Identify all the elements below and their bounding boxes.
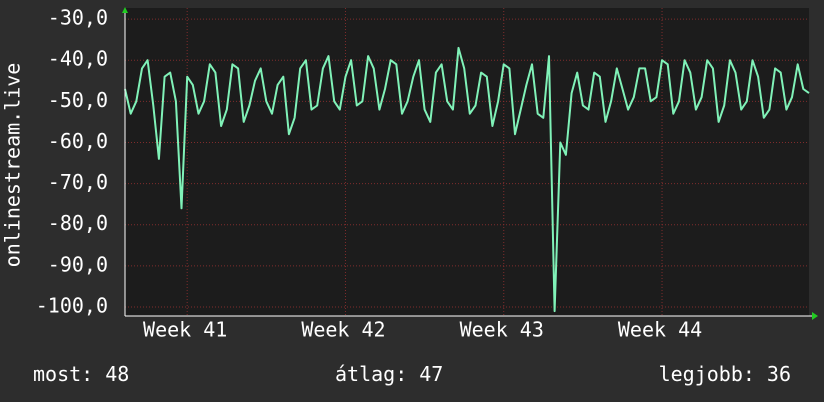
stat-label: átlag: <box>335 362 407 386</box>
footer: most: 48 átlag: 47 legjobb: 36 <box>33 362 791 386</box>
y-arrow <box>122 7 128 13</box>
data-line <box>124 46 810 313</box>
footer-stat: most: 48 <box>33 362 129 386</box>
footer-stat: átlag: 47 <box>335 362 443 386</box>
plot-area <box>125 8 809 316</box>
stat-value: 36 <box>767 362 791 386</box>
stat-label: most: <box>33 362 93 386</box>
footer-stat: legjobb: 36 <box>659 362 791 386</box>
y-tick-label: -40,0 <box>48 47 108 71</box>
x-arrow <box>812 312 818 320</box>
x-tick-label: Week 43 <box>460 318 544 342</box>
stat-value: 47 <box>419 362 443 386</box>
y-tick-label: -50,0 <box>48 88 108 112</box>
stat-label: legjobb: <box>659 362 755 386</box>
y-tick-label: -90,0 <box>48 252 108 276</box>
y-tick-label: -60,0 <box>48 129 108 153</box>
stat-value: 48 <box>105 362 129 386</box>
y-tick-label: -80,0 <box>48 211 108 235</box>
x-tick-label: Week 44 <box>618 318 702 342</box>
marks <box>124 46 810 313</box>
y-tick-label: -100,0 <box>36 293 108 317</box>
y-tick-label: -70,0 <box>48 170 108 194</box>
x-tick-label: Week 41 <box>143 318 227 342</box>
x-tick-label: Week 42 <box>301 318 385 342</box>
y-axis-label: onlinestream.live <box>1 63 25 268</box>
y-tick-label: -30,0 <box>48 6 108 30</box>
